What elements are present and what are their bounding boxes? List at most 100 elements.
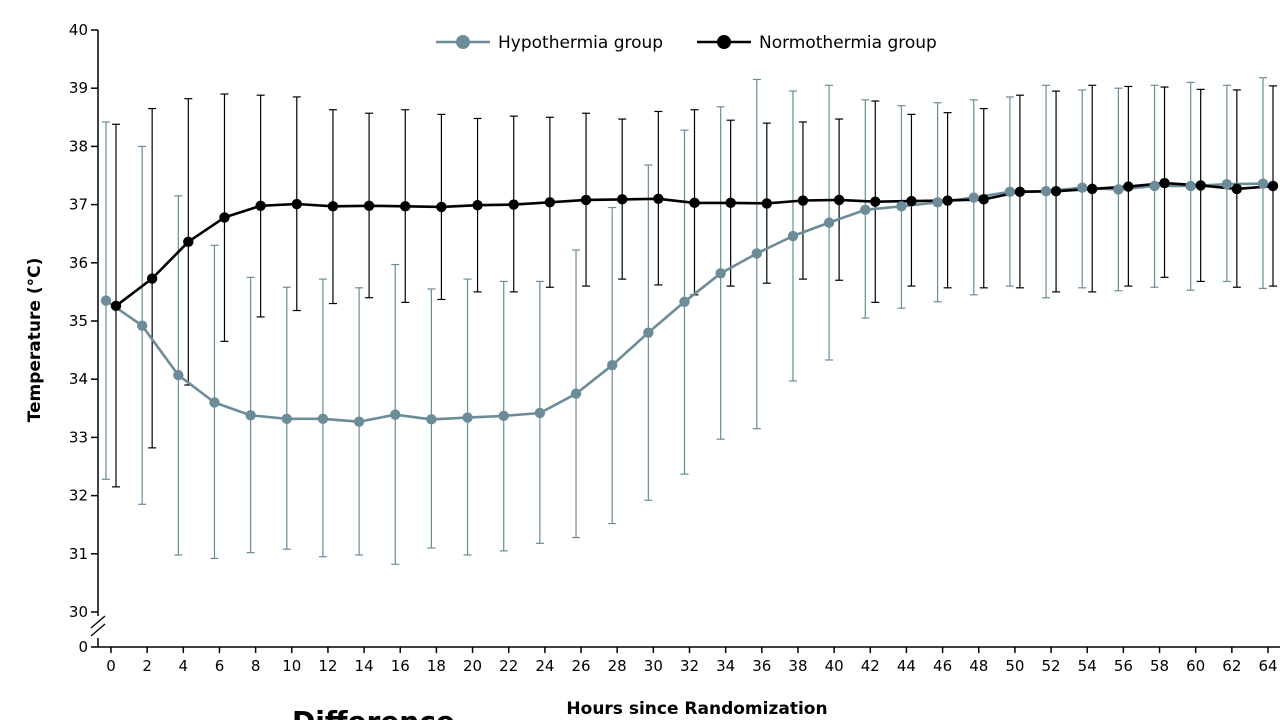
normothermia-group-point	[146, 273, 158, 284]
normothermia-group-point	[761, 198, 773, 209]
x-tick-label: 46	[933, 657, 952, 675]
normothermia-group-point	[544, 197, 556, 208]
x-tick-label: 8	[251, 657, 261, 675]
hypothermia-group-point	[823, 217, 835, 228]
axis-break-mark	[90, 615, 106, 629]
normothermia-group-point	[363, 200, 375, 211]
x-tick-label: 20	[463, 657, 482, 675]
x-tick-label: 52	[1042, 657, 1061, 675]
x-tick-label: 2	[142, 657, 152, 675]
x-tick-label: 44	[897, 657, 916, 675]
normothermia-group-point	[400, 201, 411, 212]
hypothermia-group-legend-label: Hypothermia group	[498, 33, 663, 53]
hypothermia-group-point	[173, 369, 184, 381]
normothermia-group-point	[942, 195, 953, 206]
normothermia-group-point	[870, 196, 881, 207]
y-tick-label: 31	[69, 545, 88, 563]
x-tick-label: 6	[215, 657, 225, 675]
normothermia-group-point	[1087, 183, 1098, 195]
normothermia-group-point	[472, 199, 483, 211]
hypothermia-group-point	[534, 407, 546, 419]
x-axis-title: Hours since Randomization	[566, 699, 827, 719]
x-tick-label: 18	[427, 657, 446, 675]
y-tick-label: 30	[69, 603, 88, 621]
x-tick-label: 24	[535, 657, 554, 675]
hypothermia-group-point	[715, 268, 726, 279]
hypothermia-group-point	[100, 295, 112, 306]
hypothermia-group-point	[1040, 186, 1052, 197]
hypothermia-group-point	[860, 204, 871, 216]
hypothermia-group-point	[317, 413, 329, 424]
x-tick-label: 30	[644, 657, 663, 675]
x-tick-label: 12	[318, 657, 337, 675]
x-tick-label: 60	[1186, 657, 1205, 675]
hypothermia-group-legend-marker	[456, 35, 470, 49]
normothermia-group-point	[653, 193, 664, 204]
axis-break-mark	[90, 623, 106, 637]
normothermia-group-point	[508, 199, 519, 210]
normothermia-group-point	[689, 197, 700, 209]
x-tick-label: 40	[825, 657, 844, 675]
y-tick-label: 0	[78, 638, 88, 656]
normothermia-group-point	[1195, 180, 1206, 191]
hypothermia-group-point	[751, 248, 763, 259]
y-tick-label: 35	[69, 312, 88, 330]
x-tick-label: 54	[1078, 657, 1097, 675]
normothermia-group-point	[1123, 181, 1134, 192]
x-tick-label: 62	[1222, 657, 1241, 675]
normothermia-group-point	[1050, 186, 1062, 197]
x-tick-label: 14	[355, 657, 374, 675]
hypothermia-group-point	[498, 410, 509, 422]
x-tick-label: 38	[788, 657, 807, 675]
hypothermia-group-point	[1221, 179, 1233, 190]
x-tick-label: 50	[1005, 657, 1024, 675]
x-tick-label: 48	[969, 657, 988, 675]
hypothermia-group-point	[679, 296, 690, 307]
normothermia-group-point	[436, 201, 447, 213]
hypothermia-group-point	[209, 397, 220, 408]
normothermia-group-legend-marker	[717, 35, 731, 49]
hypothermia-group-point	[245, 410, 256, 421]
hypothermia-group-point	[462, 412, 473, 423]
x-tick-label: 10	[282, 657, 301, 675]
hypothermia-group-point	[570, 388, 582, 399]
x-tick-label: 34	[716, 657, 735, 675]
x-tick-label: 64	[1258, 657, 1277, 675]
hypothermia-group-point	[1077, 182, 1088, 193]
x-tick-label: 22	[499, 657, 518, 675]
y-tick-label: 39	[69, 79, 88, 97]
normothermia-group-point	[833, 194, 845, 206]
x-tick-label: 28	[608, 657, 627, 675]
hypothermia-group-point	[1149, 180, 1160, 192]
normothermia-group-point	[291, 198, 302, 210]
hypothermia-group-point	[426, 414, 437, 425]
y-tick-label: 33	[69, 428, 88, 446]
x-tick-label: 36	[752, 657, 771, 675]
hypothermia-group-point	[606, 360, 618, 371]
normothermia-group-point	[219, 212, 230, 223]
x-tick-label: 26	[571, 657, 590, 675]
normothermia-group-point	[110, 300, 122, 312]
y-tick-label: 36	[69, 254, 88, 272]
hypothermia-group-point	[353, 416, 365, 427]
x-tick-label: 4	[179, 657, 189, 675]
normothermia-group-point	[616, 194, 628, 205]
y-tick-label: 40	[69, 21, 88, 39]
x-tick-label: 16	[391, 657, 410, 675]
hypothermia-group-point	[968, 192, 979, 203]
normothermia-group-point	[183, 236, 194, 248]
hypothermia-group-point	[1004, 186, 1016, 197]
y-tick-label: 38	[69, 137, 88, 155]
y-tick-label: 34	[69, 370, 88, 388]
normothermia-group-point	[255, 200, 266, 211]
normothermia-group-point	[725, 197, 736, 209]
x-tick-label: 0	[106, 657, 116, 675]
x-tick-label: 56	[1114, 657, 1133, 675]
x-tick-label: 58	[1150, 657, 1169, 675]
hypothermia-group-point	[390, 409, 401, 420]
normothermia-group-point	[327, 201, 339, 212]
hypothermia-group-point	[136, 320, 148, 331]
normothermia-group-point	[906, 195, 917, 207]
normothermia-group-point	[1231, 183, 1243, 195]
normothermia-group-point	[580, 194, 592, 206]
